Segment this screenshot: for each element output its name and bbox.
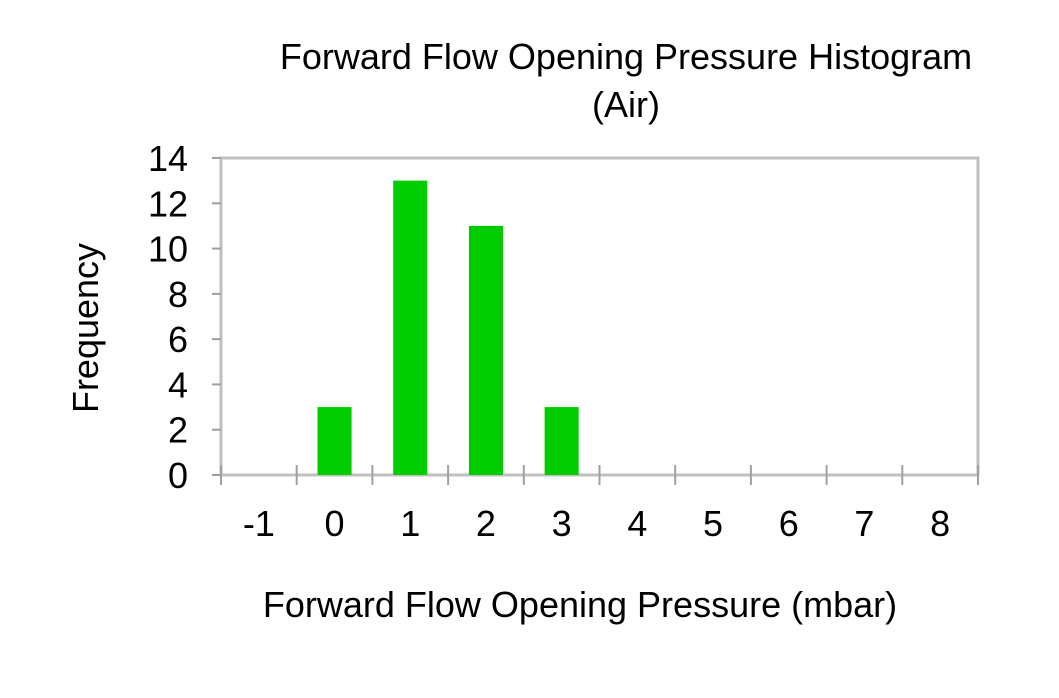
y-axis-label: Frequency <box>65 243 106 413</box>
x-tick-label: 3 <box>552 503 572 544</box>
x-tick-label: 6 <box>779 503 799 544</box>
x-tick-label: -1 <box>243 503 275 544</box>
x-tick-label: 5 <box>703 503 723 544</box>
x-tick-label: 8 <box>930 503 950 544</box>
y-tick-label: 0 <box>168 455 188 496</box>
histogram-bar <box>317 407 352 475</box>
histogram-bar <box>468 225 503 475</box>
y-tick-label: 12 <box>148 183 188 224</box>
x-tick-label: 7 <box>854 503 874 544</box>
chart-title-line-2: (Air) <box>592 84 660 125</box>
x-tick-label: 1 <box>400 503 420 544</box>
y-tick-label: 10 <box>148 229 188 270</box>
chart-title-line-1: Forward Flow Opening Pressure Histogram <box>280 36 972 77</box>
x-tick-label: 0 <box>325 503 345 544</box>
y-tick-label: 4 <box>168 364 188 405</box>
x-tick-label: 2 <box>476 503 496 544</box>
x-axis-label: Forward Flow Opening Pressure (mbar) <box>263 584 897 625</box>
histogram-bar <box>544 407 579 475</box>
y-tick-label: 8 <box>168 274 188 315</box>
x-tick-label: 4 <box>627 503 647 544</box>
y-tick-label: 2 <box>168 410 188 451</box>
histogram-bar <box>393 180 428 475</box>
y-tick-label: 6 <box>168 319 188 360</box>
y-tick-label: 14 <box>148 138 188 179</box>
